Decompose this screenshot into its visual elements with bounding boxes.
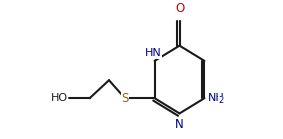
Text: O: O: [175, 2, 184, 15]
Text: S: S: [121, 92, 128, 105]
Text: NH: NH: [208, 93, 225, 103]
Text: N: N: [175, 118, 184, 131]
Text: 2: 2: [218, 96, 224, 105]
Text: HN: HN: [145, 48, 162, 58]
Text: HO: HO: [50, 93, 68, 103]
